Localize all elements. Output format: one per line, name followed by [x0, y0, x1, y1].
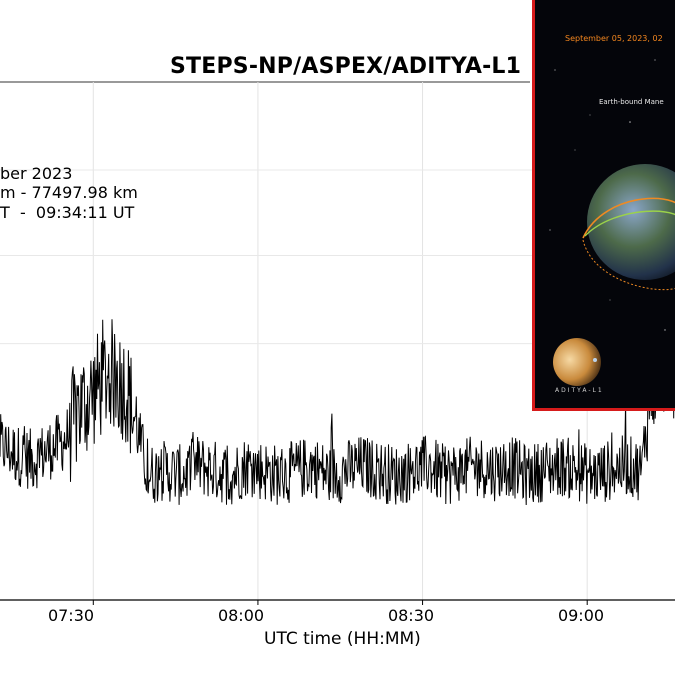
info-line-time: T - 09:34:11 UT: [0, 203, 135, 222]
info-line-distance: m - 77497.98 km: [0, 183, 138, 202]
x-tick-label: 09:00: [557, 606, 605, 625]
earth-globe: [587, 164, 675, 280]
inset-mission-image: September 05, 2023, 02 Earth-bound Mane …: [532, 0, 675, 411]
spacecraft-icon: [593, 358, 597, 362]
orbit-path-orange: [582, 197, 675, 239]
stars: [549, 59, 666, 331]
chart-title: STEPS-NP/ASPEX/ADITYA-L1: [170, 54, 522, 79]
info-line-date: ber 2023: [0, 164, 73, 183]
inset-date-text: September 05, 2023, 02: [565, 34, 663, 43]
inset-space-illustration: [549, 59, 675, 386]
orbit-path-orange-outer: [582, 239, 675, 291]
series-line: [0, 274, 675, 506]
x-axis-label: UTC time (HH:MM): [264, 629, 421, 649]
x-tick-label: 08:00: [217, 606, 265, 625]
sun-disc: [553, 338, 601, 386]
x-tick-label: 07:30: [47, 606, 95, 625]
inset-subtitle: Earth-bound Mane: [599, 98, 664, 106]
x-tick-label: 08:30: [387, 606, 435, 625]
orbit-path-green: [584, 210, 675, 237]
inset-logo-text: ADITYA-L1: [555, 387, 604, 394]
